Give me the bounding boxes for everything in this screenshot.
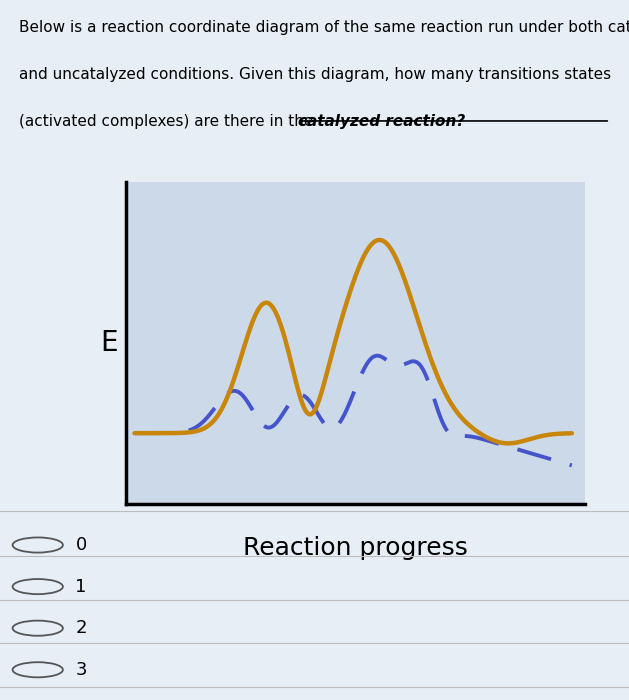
Text: 2: 2 — [75, 620, 87, 637]
Text: Reaction progress: Reaction progress — [243, 536, 468, 560]
Text: catalyzed reaction?: catalyzed reaction? — [298, 114, 465, 130]
Text: 0: 0 — [75, 536, 87, 554]
Text: and uncatalyzed conditions. Given this diagram, how many transitions states: and uncatalyzed conditions. Given this d… — [19, 67, 611, 82]
Text: 1: 1 — [75, 578, 87, 596]
Y-axis label: E: E — [100, 329, 118, 357]
Text: Below is a reaction coordinate diagram of the same reaction run under both catal: Below is a reaction coordinate diagram o… — [19, 20, 629, 35]
Text: 3: 3 — [75, 661, 87, 679]
Text: (activated complexes) are there in the: (activated complexes) are there in the — [19, 114, 318, 130]
